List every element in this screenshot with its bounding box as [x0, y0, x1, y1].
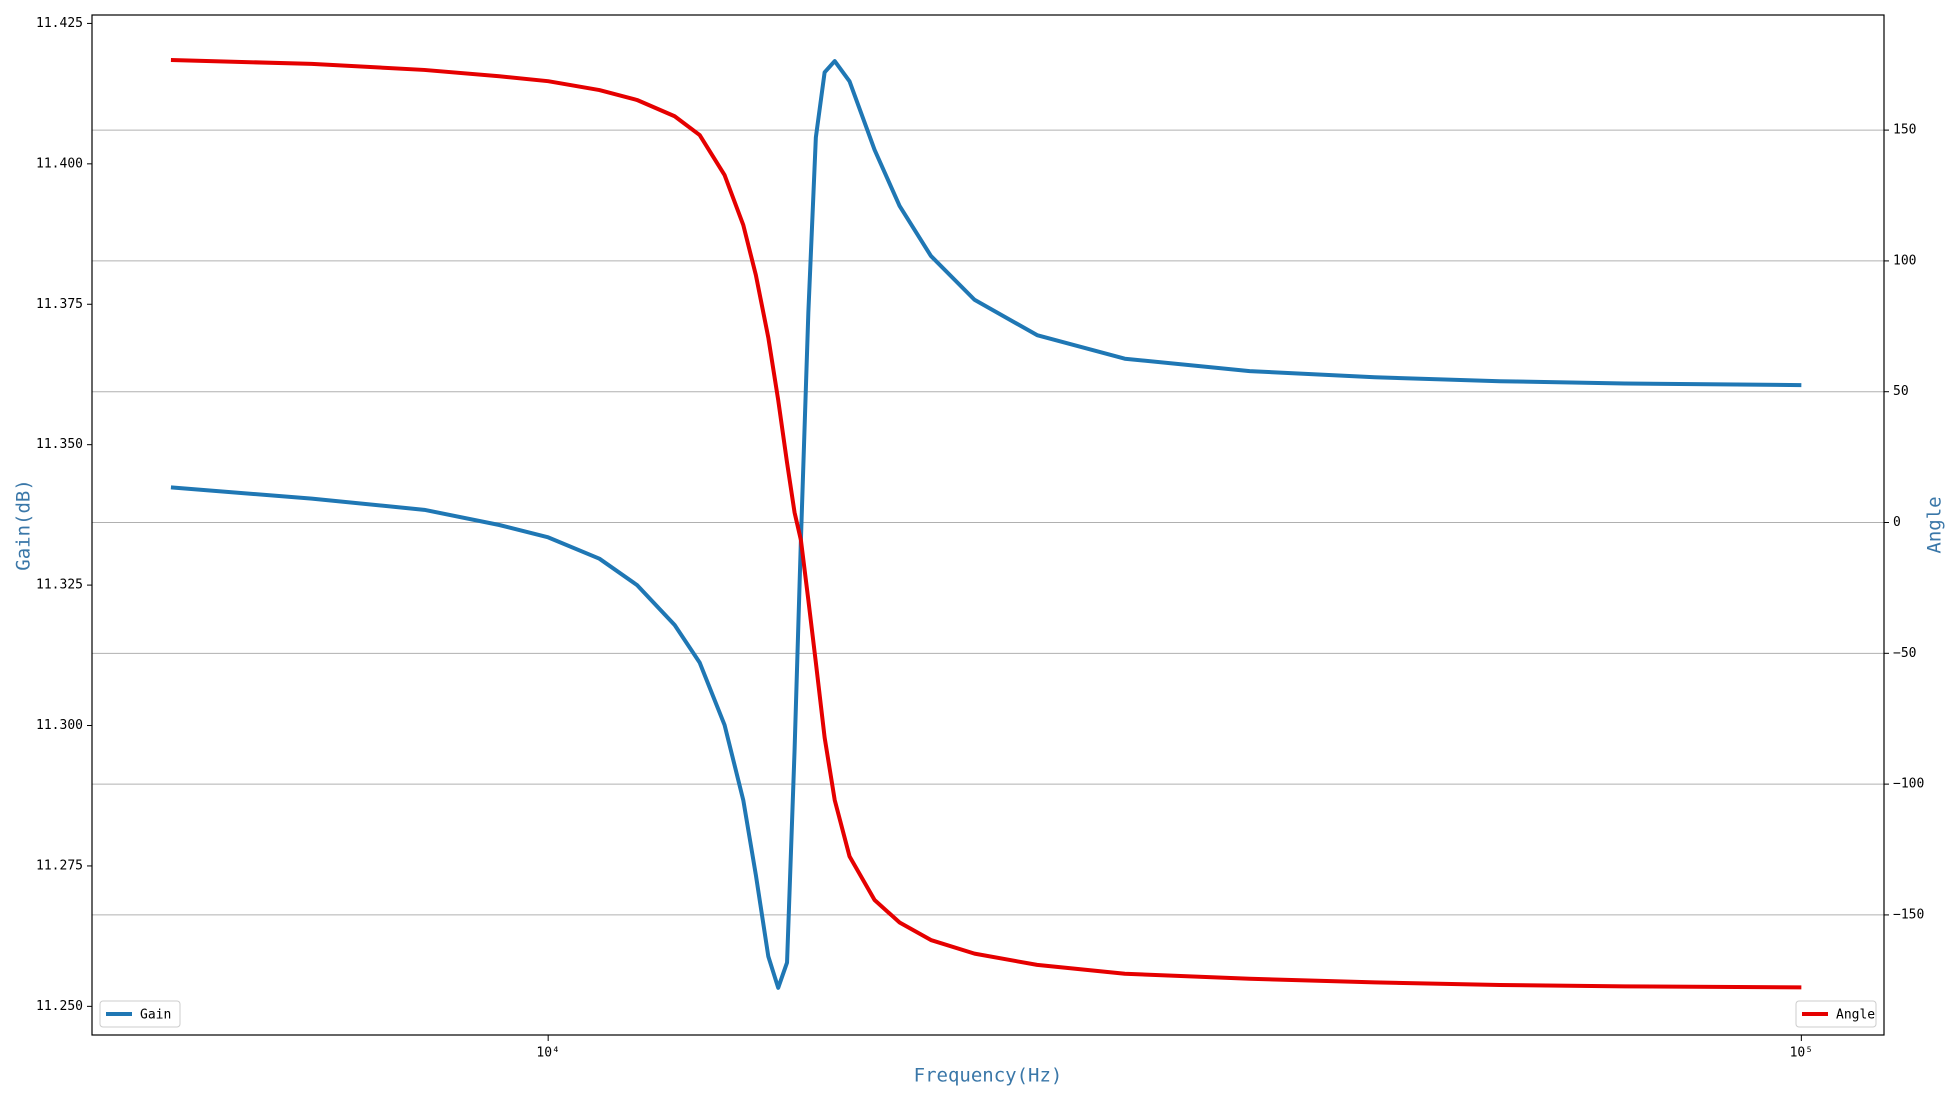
legend-label: Angle [1836, 1008, 1875, 1023]
y-tick-label: 11.300 [36, 718, 83, 733]
legend: Gain [99, 1000, 181, 1028]
y-tick-label: 11.275 [36, 858, 83, 873]
y-tick-label: 11.350 [36, 437, 83, 452]
x-tick-label: 10⁴ [536, 1046, 559, 1061]
legend: Angle [1795, 1000, 1877, 1028]
data-line [170, 58, 1802, 990]
y2-tick-label: 0 [1893, 515, 1901, 530]
x-tick-label: 10⁵ [1790, 1046, 1813, 1061]
data-line [170, 59, 1802, 990]
y-axis-title: Gain(dB) [13, 479, 35, 571]
y2-tick-label: −100 [1893, 777, 1924, 792]
y2-axis-title: Angle [1924, 496, 1946, 553]
y-tick-label: 11.250 [36, 999, 83, 1014]
y-tick-label: 11.375 [36, 297, 83, 312]
legend-box [1795, 1000, 1877, 1028]
x-axis-title: Frequency(Hz) [914, 1065, 1063, 1087]
y2-tick-label: −150 [1893, 907, 1924, 922]
y2-tick-label: 100 [1893, 253, 1916, 268]
plot-frame [91, 14, 1885, 1036]
y2-tick-label: 150 [1893, 123, 1916, 138]
y2-tick-label: −50 [1893, 646, 1916, 661]
y-tick-label: 11.325 [36, 578, 83, 593]
legend-box [99, 1000, 181, 1028]
y-tick-label: 11.425 [36, 16, 83, 31]
legend-label: Gain [140, 1008, 171, 1023]
y2-tick-label: 50 [1893, 384, 1909, 399]
y-tick-label: 11.400 [36, 156, 83, 171]
